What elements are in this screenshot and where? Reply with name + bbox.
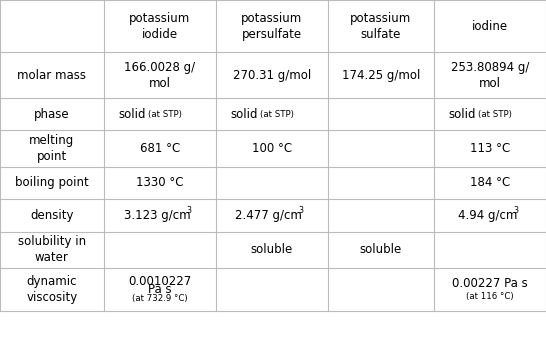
Text: 3: 3 — [186, 206, 192, 215]
Text: solid: solid — [230, 108, 258, 121]
Text: 3: 3 — [514, 206, 519, 215]
Text: soluble: soluble — [251, 243, 293, 256]
Text: 184 °C: 184 °C — [470, 176, 510, 189]
Text: phase: phase — [34, 108, 70, 121]
Text: 253.80894 g/
mol: 253.80894 g/ mol — [451, 60, 529, 90]
Text: iodine: iodine — [472, 20, 508, 33]
Text: 270.31 g/mol: 270.31 g/mol — [233, 69, 311, 81]
Text: 0.00227 Pa s: 0.00227 Pa s — [452, 277, 528, 290]
Text: (at 732.9 °C): (at 732.9 °C) — [132, 294, 187, 303]
Text: 174.25 g/mol: 174.25 g/mol — [342, 69, 420, 81]
Text: 3.123 g/cm: 3.123 g/cm — [123, 209, 191, 222]
Text: 100 °C: 100 °C — [252, 142, 292, 155]
Text: 166.0028 g/
mol: 166.0028 g/ mol — [124, 60, 195, 90]
Text: solid: solid — [118, 108, 146, 121]
Text: solid: solid — [449, 108, 476, 121]
Text: Pa s: Pa s — [148, 283, 171, 296]
Text: (at 116 °C): (at 116 °C) — [466, 292, 514, 300]
Text: melting
point: melting point — [29, 134, 74, 163]
Text: 4.94 g/cm: 4.94 g/cm — [458, 209, 517, 222]
Text: (at STP): (at STP) — [147, 110, 182, 118]
Text: 2.477 g/cm: 2.477 g/cm — [235, 209, 302, 222]
Text: (at STP): (at STP) — [478, 110, 512, 118]
Text: 3: 3 — [298, 206, 304, 215]
Text: solubility in
water: solubility in water — [18, 235, 86, 264]
Text: soluble: soluble — [360, 243, 402, 256]
Text: molar mass: molar mass — [17, 69, 86, 81]
Text: density: density — [30, 209, 74, 222]
Text: potassium
sulfate: potassium sulfate — [350, 12, 412, 41]
Text: 1330 °C: 1330 °C — [136, 176, 183, 189]
Text: 0.0010227: 0.0010227 — [128, 275, 191, 288]
Text: dynamic
viscosity: dynamic viscosity — [26, 275, 78, 304]
Text: boiling point: boiling point — [15, 176, 89, 189]
Text: 113 °C: 113 °C — [470, 142, 510, 155]
Text: 681 °C: 681 °C — [140, 142, 180, 155]
Text: potassium
iodide: potassium iodide — [129, 12, 191, 41]
Text: (at STP): (at STP) — [260, 110, 294, 118]
Text: potassium
persulfate: potassium persulfate — [241, 12, 302, 41]
